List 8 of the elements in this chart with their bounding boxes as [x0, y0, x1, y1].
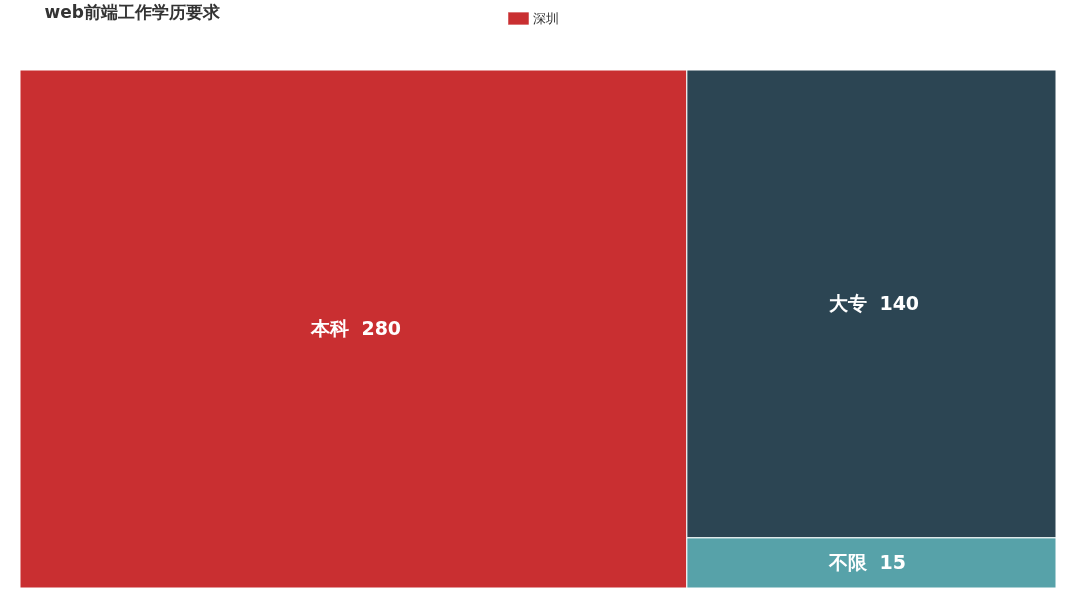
text: 深圳	[533, 10, 559, 26]
text: web前端工作学历要求	[44, 2, 221, 22]
data-label: 140	[879, 291, 920, 314]
data-label: 15	[879, 550, 906, 573]
category-label: 本科	[310, 317, 350, 339]
data-label: 280	[361, 317, 402, 339]
category-label: 大专	[829, 291, 868, 314]
category-label: 不限	[828, 550, 869, 573]
